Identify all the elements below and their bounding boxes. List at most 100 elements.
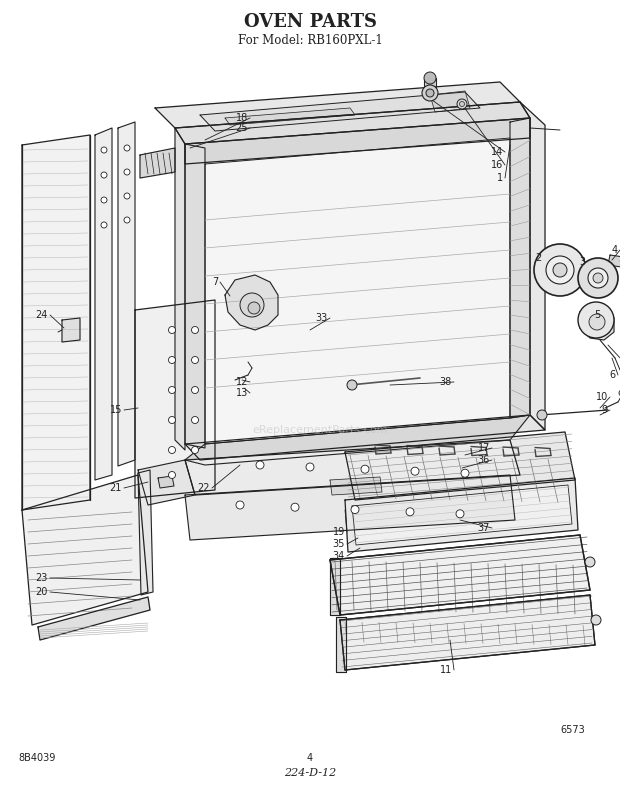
- Text: 20: 20: [35, 587, 48, 597]
- Polygon shape: [185, 415, 530, 465]
- Circle shape: [347, 380, 357, 390]
- Circle shape: [169, 446, 175, 453]
- Polygon shape: [336, 617, 346, 672]
- Polygon shape: [185, 415, 545, 460]
- Circle shape: [192, 386, 198, 394]
- Circle shape: [192, 416, 198, 423]
- Polygon shape: [330, 535, 590, 615]
- Circle shape: [537, 410, 547, 420]
- Text: 8B4039: 8B4039: [18, 753, 55, 763]
- Polygon shape: [185, 440, 520, 495]
- Polygon shape: [510, 118, 530, 418]
- Circle shape: [461, 469, 469, 477]
- Circle shape: [101, 222, 107, 228]
- Circle shape: [192, 327, 198, 334]
- Circle shape: [589, 314, 605, 330]
- Circle shape: [553, 263, 567, 277]
- Polygon shape: [22, 475, 148, 625]
- Polygon shape: [520, 102, 545, 430]
- Text: 11: 11: [440, 665, 452, 675]
- Polygon shape: [118, 122, 135, 466]
- Circle shape: [593, 273, 603, 283]
- Circle shape: [578, 258, 618, 298]
- Polygon shape: [185, 144, 205, 448]
- Circle shape: [192, 446, 198, 453]
- Text: 18: 18: [236, 113, 248, 123]
- Polygon shape: [22, 135, 90, 510]
- Polygon shape: [340, 595, 595, 670]
- Text: 3: 3: [579, 257, 585, 267]
- Text: For Model: RB160PXL-1: For Model: RB160PXL-1: [237, 34, 383, 46]
- Polygon shape: [95, 128, 112, 480]
- Text: 14: 14: [491, 147, 503, 157]
- Text: 2: 2: [536, 253, 542, 263]
- Polygon shape: [185, 118, 530, 164]
- Text: 4: 4: [307, 753, 313, 763]
- Text: 22: 22: [198, 483, 210, 493]
- Circle shape: [588, 268, 608, 288]
- Polygon shape: [345, 432, 575, 500]
- Circle shape: [619, 390, 620, 396]
- Circle shape: [411, 467, 419, 475]
- Circle shape: [426, 89, 434, 97]
- Text: 7: 7: [212, 277, 218, 287]
- Circle shape: [101, 172, 107, 178]
- Text: 224-D-12: 224-D-12: [284, 768, 336, 778]
- Polygon shape: [138, 460, 195, 505]
- Circle shape: [406, 508, 414, 515]
- Circle shape: [585, 557, 595, 567]
- Polygon shape: [225, 108, 355, 125]
- Circle shape: [546, 256, 574, 284]
- Circle shape: [351, 505, 359, 514]
- Circle shape: [169, 471, 175, 478]
- Circle shape: [534, 244, 586, 296]
- Text: 21: 21: [110, 483, 122, 493]
- Circle shape: [422, 85, 438, 101]
- Polygon shape: [138, 470, 153, 595]
- Circle shape: [124, 193, 130, 199]
- Text: 24: 24: [35, 310, 48, 320]
- Polygon shape: [225, 275, 278, 330]
- Circle shape: [101, 147, 107, 153]
- Circle shape: [306, 463, 314, 471]
- Polygon shape: [345, 478, 578, 552]
- Polygon shape: [175, 102, 530, 144]
- Circle shape: [169, 386, 175, 394]
- Text: 34: 34: [333, 551, 345, 561]
- Polygon shape: [38, 597, 150, 640]
- Polygon shape: [175, 128, 185, 450]
- Circle shape: [169, 327, 175, 334]
- Circle shape: [456, 510, 464, 518]
- Text: 12: 12: [236, 377, 248, 387]
- Polygon shape: [140, 148, 175, 178]
- Text: 33: 33: [316, 313, 328, 323]
- Circle shape: [578, 302, 614, 338]
- Text: 19: 19: [333, 527, 345, 537]
- Polygon shape: [330, 558, 340, 615]
- Circle shape: [124, 145, 130, 151]
- Text: 13: 13: [236, 388, 248, 398]
- Text: 16: 16: [491, 160, 503, 170]
- Polygon shape: [573, 264, 590, 272]
- Circle shape: [291, 503, 299, 512]
- Circle shape: [124, 217, 130, 223]
- Text: 10: 10: [596, 392, 608, 402]
- Text: 9: 9: [602, 405, 608, 415]
- Text: 15: 15: [110, 405, 122, 415]
- Polygon shape: [62, 318, 80, 342]
- Polygon shape: [135, 300, 215, 498]
- Polygon shape: [424, 78, 436, 93]
- Text: 37: 37: [477, 523, 490, 533]
- Text: 17: 17: [477, 443, 490, 453]
- Polygon shape: [330, 477, 382, 495]
- Text: eReplacementParts.com: eReplacementParts.com: [252, 425, 388, 435]
- Circle shape: [424, 72, 436, 84]
- Polygon shape: [580, 305, 614, 340]
- Circle shape: [236, 501, 244, 509]
- Polygon shape: [200, 92, 480, 131]
- Text: 5: 5: [594, 310, 600, 320]
- Text: 23: 23: [35, 573, 48, 583]
- Text: 6: 6: [610, 370, 616, 380]
- Circle shape: [248, 302, 260, 314]
- Circle shape: [192, 357, 198, 364]
